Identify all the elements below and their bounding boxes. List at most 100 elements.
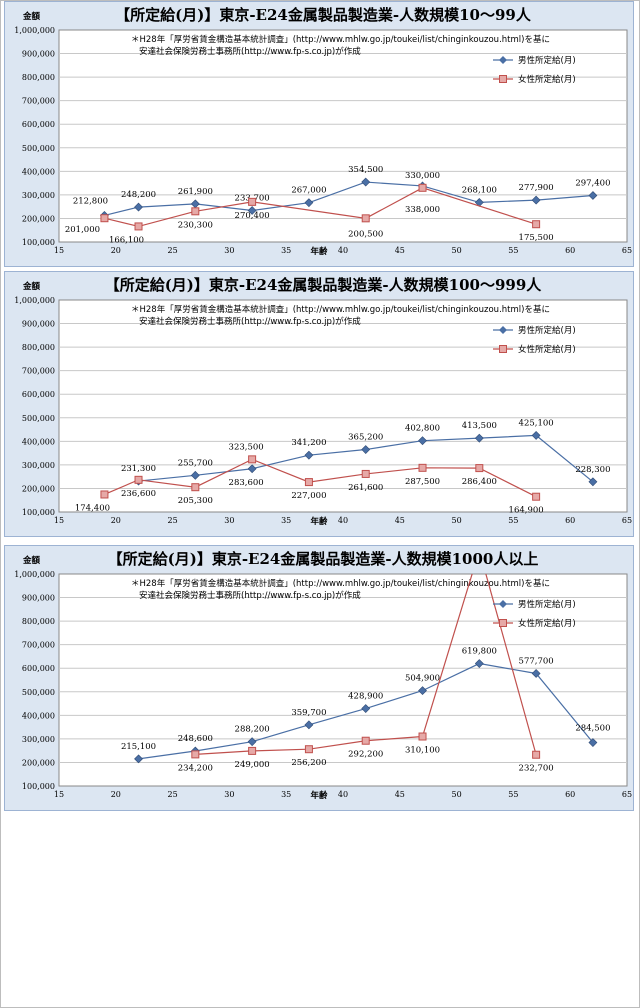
- x-tick-label: 45: [395, 246, 405, 255]
- data-label: 174,400: [75, 503, 110, 513]
- data-point: [248, 197, 257, 206]
- legend-marker: [499, 56, 507, 64]
- y-tick-label: 200,000: [22, 758, 55, 767]
- data-label: 200,500: [348, 229, 383, 239]
- x-tick-label: 60: [565, 246, 575, 255]
- x-tick-label: 65: [622, 246, 632, 255]
- data-point: [304, 198, 314, 208]
- data-point: [247, 206, 257, 215]
- data-label: 215,100: [121, 742, 156, 752]
- data-label: 175,500: [519, 233, 554, 243]
- data-label: 201,000: [65, 225, 100, 235]
- data-point: [418, 183, 427, 192]
- y-tick-label: 700,000: [22, 641, 55, 650]
- data-point: [191, 207, 200, 216]
- data-label: 287,500: [405, 477, 440, 487]
- legend-label: 男性所定給(月): [518, 599, 576, 610]
- legend-marker: [499, 326, 507, 334]
- y-tick-label: 600,000: [22, 390, 55, 399]
- y-tick-label: 200,000: [22, 484, 55, 493]
- data-point: [361, 177, 371, 187]
- data-point: [190, 470, 200, 480]
- y-tick-label: 1,000,000: [14, 296, 55, 305]
- chart-panel-1: 100,000 200,000 300,000 400,000 500,000 600,0…: [4, 1, 634, 267]
- x-tick-label: 50: [452, 246, 462, 255]
- y-tick-label: 200,000: [22, 214, 55, 223]
- data-point: [532, 492, 541, 501]
- series-female: [191, 574, 541, 759]
- data-label: 330,000: [405, 171, 440, 181]
- data-label: 228,300: [575, 465, 610, 475]
- data-label: 205,300: [178, 496, 213, 506]
- data-label: 288,200: [235, 725, 270, 735]
- x-tick-label: 60: [565, 790, 575, 799]
- data-point: [134, 202, 143, 212]
- legend-marker: [499, 75, 507, 83]
- data-label: 354,500: [348, 165, 383, 175]
- data-point: [304, 720, 314, 730]
- y-tick-label: 700,000: [22, 367, 55, 376]
- series-female: [100, 455, 541, 501]
- data-point: [248, 455, 257, 464]
- data-label: 232,700: [519, 764, 554, 774]
- x-tick-label: 25: [168, 790, 178, 799]
- data-point: [588, 477, 598, 487]
- data-label: 619,800: [462, 647, 497, 657]
- data-label: 236,600: [121, 489, 156, 499]
- data-label: 428,900: [348, 692, 383, 702]
- y-tick-label: 100,000: [22, 238, 55, 247]
- data-label: 283,600: [229, 478, 264, 488]
- chart-1: 100,000 200,000 300,000 400,000 500,000 600,0…: [14, 6, 632, 257]
- data-label: 227,000: [291, 491, 326, 501]
- y-tick-label: 300,000: [22, 461, 55, 470]
- data-point: [361, 445, 371, 454]
- data-label: 277,900: [519, 183, 554, 193]
- x-axis-label: 年齢: [310, 246, 328, 257]
- data-label: 164,900: [509, 506, 544, 516]
- data-label: 297,400: [575, 179, 610, 189]
- chart-2: 100,000 200,000 300,000 400,000 500,000 600,0…: [14, 276, 632, 527]
- y-tick-label: 800,000: [22, 73, 55, 82]
- chart-panel-2: 100,000 200,000 300,000 400,000 500,000 600,0…: [4, 271, 634, 537]
- data-point: [361, 736, 370, 745]
- y-tick-label: 300,000: [22, 735, 55, 744]
- x-tick-label: 20: [111, 516, 121, 525]
- x-tick-label: 30: [224, 516, 234, 525]
- chart-3: 100,000 200,000 300,000 400,000 500,000 600,0…: [14, 550, 632, 801]
- data-point: [134, 754, 143, 764]
- y-tick-label: 900,000: [22, 594, 55, 603]
- data-point: [304, 478, 313, 487]
- data-point: [474, 659, 484, 668]
- x-tick-label: 55: [508, 246, 518, 255]
- series-line: [104, 181, 593, 217]
- data-label: 231,300: [121, 464, 156, 474]
- data-label: 248,200: [121, 190, 156, 200]
- data-point: [304, 745, 313, 754]
- data-label: 286,400: [462, 477, 497, 487]
- data-point: [361, 214, 370, 223]
- y-tick-label: 500,000: [22, 144, 55, 153]
- chart-panel-3: 100,000 200,000 300,000 400,000 500,000 600,0…: [4, 545, 634, 811]
- data-point: [191, 750, 200, 759]
- chart-title: 【所定給(月)】東京-E24金属製品製造業-人数規模10～99人: [115, 6, 532, 24]
- x-tick-label: 65: [622, 790, 632, 799]
- data-label: 261,900: [178, 187, 213, 197]
- y-tick-label: 800,000: [22, 343, 55, 352]
- x-tick-label: 15: [54, 246, 64, 255]
- data-point: [100, 214, 109, 223]
- data-point: [532, 220, 541, 229]
- data-label: 261,600: [348, 483, 383, 493]
- x-tick-label: 30: [224, 790, 234, 799]
- data-label: 248,600: [178, 734, 213, 744]
- data-label: 268,100: [462, 185, 497, 195]
- data-label: 359,700: [291, 708, 326, 718]
- plot-area: [58, 573, 628, 787]
- data-label: 413,500: [462, 421, 497, 431]
- data-point: [418, 686, 427, 696]
- data-label: 310,100: [405, 746, 440, 756]
- series-female: [100, 183, 541, 231]
- data-label: 270,400: [235, 211, 270, 221]
- data-point: [588, 191, 598, 200]
- x-tick-label: 50: [452, 790, 462, 799]
- x-tick-label: 55: [508, 516, 518, 525]
